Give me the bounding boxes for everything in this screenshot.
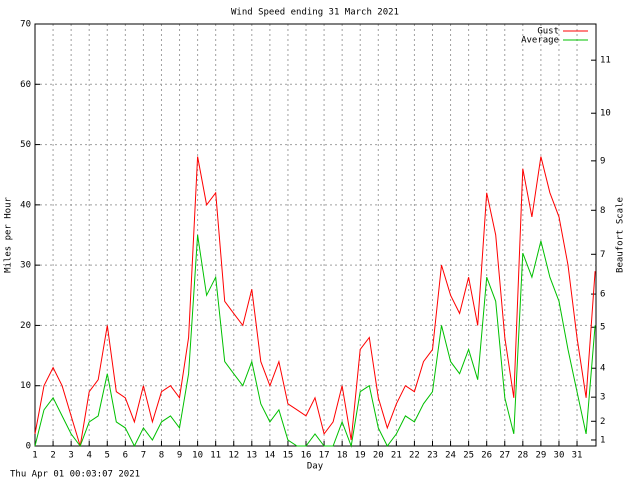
x-axis-label: Day — [307, 462, 324, 472]
y2-tick-label: 7 — [600, 250, 605, 260]
timestamp: Thu Apr 01 00:03:07 2021 — [10, 470, 140, 480]
legend-label: Average — [521, 36, 559, 46]
y2-tick-label: 10 — [600, 109, 611, 119]
x-tick-label: 9 — [177, 451, 182, 461]
x-tick-label: 1 — [32, 451, 37, 461]
plot-frame — [34, 23, 597, 447]
x-tick-label: 17 — [319, 451, 330, 461]
x-tick-label: 13 — [246, 451, 257, 461]
x-tick-label: 6 — [123, 451, 128, 461]
y2-tick-label: 2 — [600, 417, 605, 427]
x-tick-label: 25 — [463, 451, 474, 461]
x-tick-label: 24 — [445, 451, 456, 461]
y-tick-label: 10 — [20, 381, 31, 391]
x-tick-label: 5 — [105, 451, 110, 461]
x-tick-label: 4 — [86, 451, 91, 461]
x-tick-label: 26 — [481, 451, 492, 461]
x-tick-label: 20 — [373, 451, 384, 461]
x-tick-label: 22 — [409, 451, 420, 461]
y2-tick-label: 8 — [600, 206, 605, 216]
x-tick-label: 28 — [517, 451, 528, 461]
x-tick-label: 16 — [301, 451, 312, 461]
y-tick-label: 40 — [20, 200, 31, 210]
y2-tick-label: 5 — [600, 323, 605, 333]
x-tick-label: 7 — [141, 451, 146, 461]
y2-tick-label: 11 — [600, 56, 611, 66]
x-tick-label: 8 — [159, 451, 164, 461]
x-tick-label: 18 — [337, 451, 348, 461]
x-tick-label: 10 — [192, 451, 203, 461]
series-line — [34, 234, 596, 448]
y-tick-label: 50 — [20, 140, 31, 150]
x-tick-label: 11 — [210, 451, 221, 461]
x-tick-label: 2 — [50, 451, 55, 461]
x-tick-label: 31 — [572, 451, 583, 461]
x-tick-label: 12 — [228, 451, 239, 461]
y-axis-label: Miles per Hour — [4, 196, 14, 272]
x-tick-label: 14 — [264, 451, 275, 461]
x-tick-label: 29 — [535, 451, 546, 461]
y-tick-label: 60 — [20, 80, 31, 90]
y2-tick-label: 6 — [600, 290, 605, 300]
y-tick-label: 70 — [20, 20, 31, 30]
x-tick-label: 23 — [427, 451, 438, 461]
series-line — [34, 156, 596, 447]
x-tick-label: 3 — [68, 451, 73, 461]
y-tick-label: 30 — [20, 261, 31, 271]
x-tick-label: 15 — [283, 451, 294, 461]
y-tick-label: 20 — [20, 321, 31, 331]
y2-tick-label: 3 — [600, 393, 605, 403]
legend-label: Gust — [537, 27, 559, 37]
y2-tick-label: 9 — [600, 156, 605, 166]
x-tick-label: 21 — [391, 451, 402, 461]
x-tick-label: 19 — [355, 451, 366, 461]
y2-tick-label: 1 — [600, 435, 605, 445]
y2-axis-label: Beaufort Scale — [616, 197, 626, 273]
y2-tick-label: 4 — [600, 364, 605, 374]
chart-title: Wind Speed ending 31 March 2021 — [231, 8, 399, 18]
y-tick-label: 0 — [26, 442, 31, 452]
x-tick-label: 30 — [554, 451, 565, 461]
x-tick-label: 27 — [499, 451, 510, 461]
